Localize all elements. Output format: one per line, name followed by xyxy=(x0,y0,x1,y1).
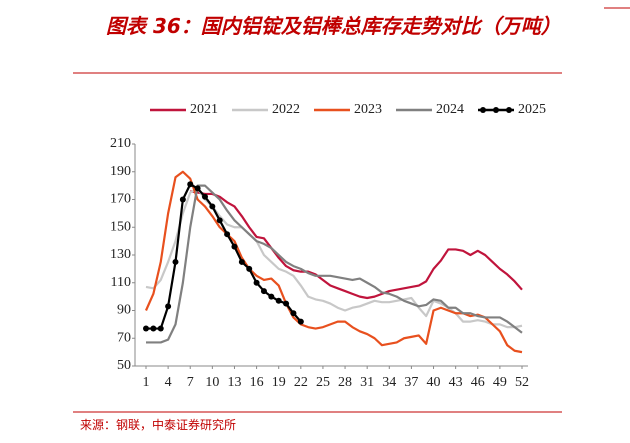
x-tick-label: 4 xyxy=(165,375,172,390)
x-tick-label: 7 xyxy=(187,375,194,390)
x-tick-label: 13 xyxy=(227,375,241,390)
data-point xyxy=(231,243,238,250)
x-tick-label: 16 xyxy=(250,375,264,390)
data-point xyxy=(275,297,282,304)
source-note: 来源：钢联，中泰证券研究所 xyxy=(80,418,237,432)
data-point xyxy=(246,265,253,272)
y-tick-label: 110 xyxy=(111,275,131,290)
series-line xyxy=(145,187,523,329)
y-tick-label: 150 xyxy=(110,219,131,234)
x-tick-label: 25 xyxy=(316,375,330,390)
x-tick-label: 19 xyxy=(272,375,286,390)
legend-label: 2021 xyxy=(190,102,218,117)
data-point xyxy=(179,196,186,203)
series-line xyxy=(144,170,523,354)
x-tick-label: 46 xyxy=(471,375,485,390)
x-tick-label: 1 xyxy=(143,375,150,390)
data-point xyxy=(150,325,157,332)
y-tick-label: 130 xyxy=(110,247,131,262)
series-line xyxy=(146,183,302,330)
y-tick-label: 170 xyxy=(110,192,131,207)
y-tick-label: 90 xyxy=(117,303,131,318)
data-point xyxy=(201,193,208,200)
data-point xyxy=(224,231,231,238)
legend-label: 2025 xyxy=(518,102,546,117)
data-point xyxy=(260,288,267,295)
data-point xyxy=(172,258,179,265)
data-point xyxy=(238,258,245,265)
x-tick-label: 10 xyxy=(205,375,219,390)
x-tick-label: 22 xyxy=(294,375,308,390)
x-tick-label: 43 xyxy=(449,375,463,390)
legend-label: 2022 xyxy=(272,102,300,117)
x-tick-label: 40 xyxy=(427,375,441,390)
data-point xyxy=(297,318,304,325)
y-tick-label: 50 xyxy=(117,358,131,373)
y-tick-label: 70 xyxy=(117,330,131,345)
x-tick-label: 28 xyxy=(338,375,352,390)
data-point xyxy=(187,181,194,188)
data-point xyxy=(143,325,149,332)
legend-marker xyxy=(506,107,512,113)
legend-label: 2024 xyxy=(436,102,464,117)
series-line xyxy=(190,190,523,300)
x-tick-label: 52 xyxy=(515,375,529,390)
legend-marker xyxy=(493,107,499,113)
series-line xyxy=(146,184,523,344)
data-point xyxy=(165,303,172,310)
data-point xyxy=(283,300,290,307)
data-point xyxy=(268,293,275,300)
chart-title: 图表 36：国内铝锭及铝棒总库存走势对比（万吨） xyxy=(106,14,561,38)
x-tick-label: 49 xyxy=(493,375,507,390)
data-point xyxy=(157,325,164,332)
x-tick-label: 37 xyxy=(404,375,418,390)
data-point xyxy=(209,203,216,210)
y-tick-label: 190 xyxy=(110,164,131,179)
y-tick-label: 210 xyxy=(110,136,131,151)
data-point xyxy=(253,279,260,286)
x-tick-label: 34 xyxy=(382,375,396,390)
legend-label: 2023 xyxy=(354,102,382,117)
data-point xyxy=(216,217,223,224)
data-point xyxy=(290,310,297,317)
legend-marker xyxy=(480,107,486,113)
x-tick-label: 31 xyxy=(360,375,374,390)
data-point xyxy=(194,185,201,192)
